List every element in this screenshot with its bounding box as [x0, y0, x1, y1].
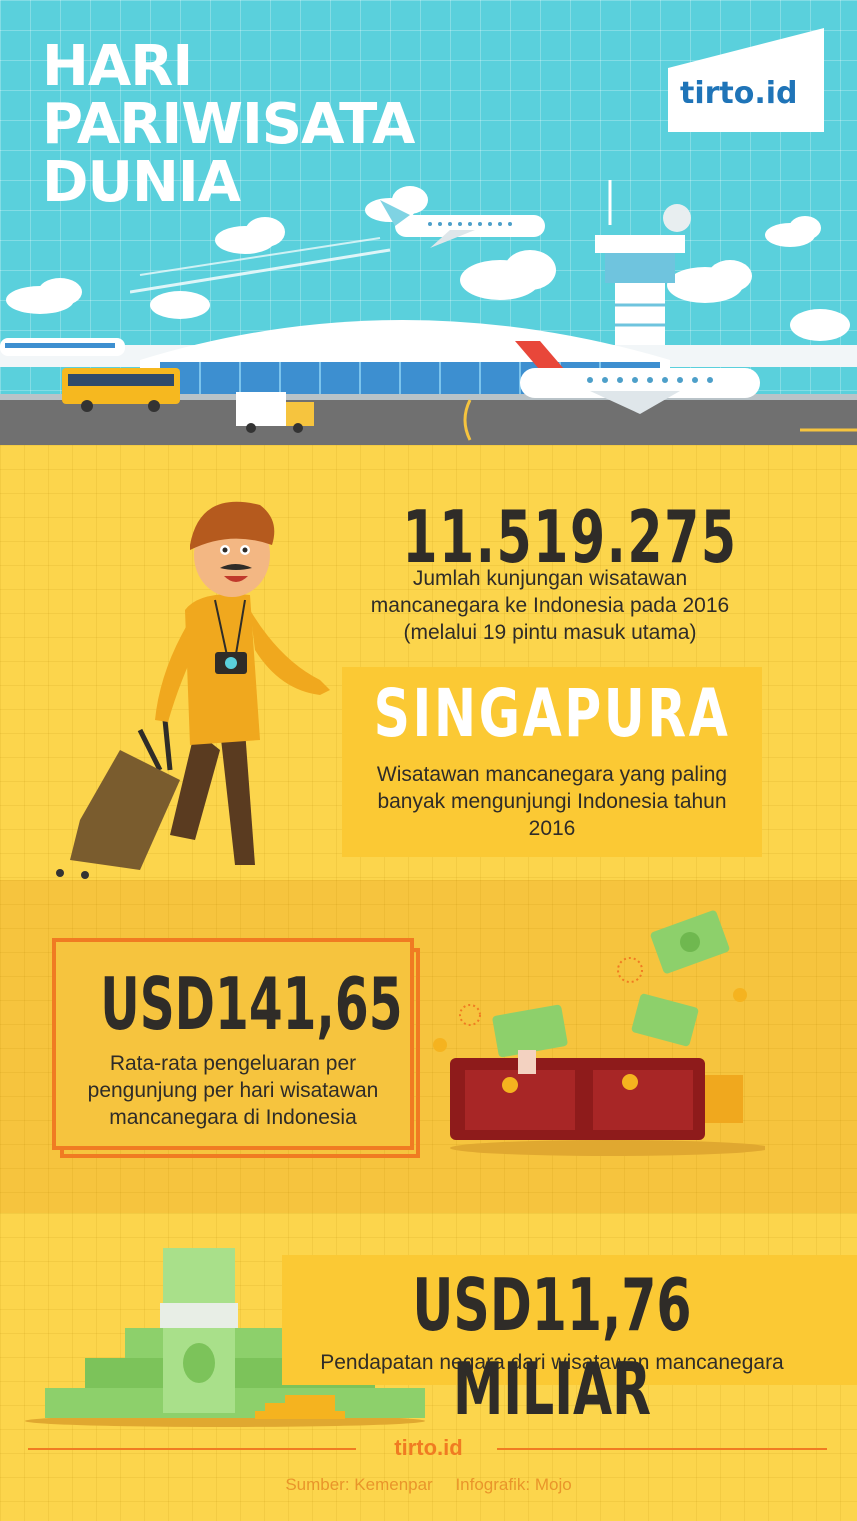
revenue-section: USD11,76 MILIAR Pendapatan negara dari w… [0, 1213, 857, 1521]
visitors-description: Jumlah kunjungan wisatawan mancanegara k… [370, 567, 730, 644]
footer-divider-left [28, 1448, 356, 1450]
footer-credits: Sumber: Kemenpar Infografik: Mojo [0, 1475, 857, 1495]
camera-icon [214, 599, 247, 674]
footer-divider-right [497, 1448, 827, 1450]
top-country-description: Wisatawan mancanegara yang paling banyak… [376, 763, 728, 840]
revenue-description: Pendapatan negara dari wisatawan mancane… [320, 1351, 784, 1374]
visitors-section: 11.519.275 Jumlah kunjungan wisatawan ma… [0, 445, 857, 880]
tourist-illustration [56, 501, 330, 879]
spending-description: Rata-rata pengeluaran per pengunjung per… [87, 1052, 379, 1129]
header-banner: HARI PARIWISATA DUNIA tirto.id [0, 0, 857, 445]
suitcase-icon [56, 719, 180, 879]
spending-card: USD141,65 Rata-rata pengeluaran per peng… [52, 938, 414, 1150]
train-icon [0, 338, 125, 356]
brand-logo[interactable]: tirto.id [680, 76, 798, 111]
visitors-value: 11.519.275 [402, 495, 738, 579]
revenue-card: USD11,76 MILIAR Pendapatan negara dari w… [282, 1255, 857, 1431]
footer-brand[interactable]: tirto.id [394, 1435, 463, 1460]
spending-value: USD141,65 [100, 962, 403, 1046]
top-country-card: SINGAPURA Wisatawan mancanegara yang pal… [342, 667, 762, 857]
page-title: HARI PARIWISATA DUNIA [42, 34, 415, 215]
source-credit: Sumber: Kemenpar [285, 1475, 433, 1494]
money-icon [492, 910, 730, 1058]
airplane-icon [130, 200, 545, 294]
money-stack-icon [25, 1248, 425, 1427]
infographic-credit: Infografik: Mojo [455, 1475, 572, 1494]
spending-section: USD141,65 Rata-rata pengeluaran per peng… [0, 880, 857, 1213]
control-tower-icon [595, 180, 691, 393]
parked-airplane-icon [515, 341, 760, 414]
wallet-icon [433, 910, 765, 1156]
bus-icon [62, 368, 180, 412]
logo-badge [668, 28, 824, 132]
truck-icon [236, 392, 314, 433]
top-country-value: SINGAPURA [373, 675, 731, 752]
revenue-value: USD11,76 MILIAR [412, 1263, 692, 1431]
